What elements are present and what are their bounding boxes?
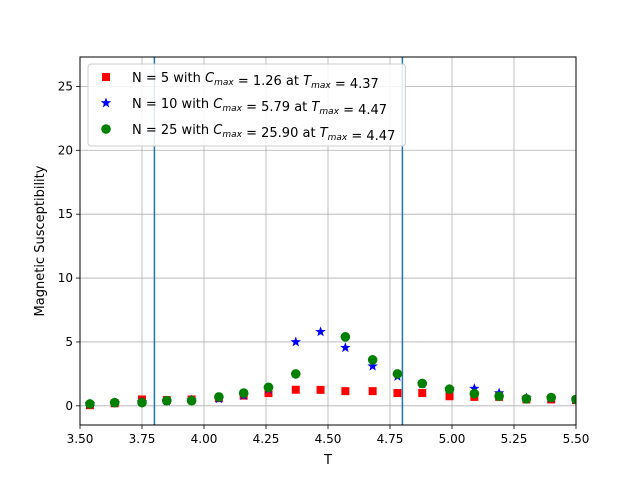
x-tick-label: 3.75 — [129, 432, 156, 446]
y-tick-label: 25 — [58, 79, 73, 93]
data-point — [469, 383, 480, 394]
x-axis-label: T — [323, 453, 332, 468]
data-point — [445, 392, 454, 401]
legend: N = 5 with Cmax = 1.26 at Tmax = 4.37 N =… — [87, 63, 406, 147]
y-axis-label: Magnetic Susceptibility — [33, 165, 48, 316]
data-point — [418, 389, 427, 398]
x-tick-label: 5.00 — [439, 432, 466, 446]
data-point — [444, 384, 455, 395]
data-point — [109, 397, 120, 408]
y-tick-label: 10 — [58, 271, 73, 285]
legend-entry: N = 5 with Cmax = 1.26 at Tmax = 4.37 — [132, 71, 379, 92]
x-tick-label: 4.00 — [191, 432, 218, 446]
axis-ticks: 3.50 3.75 4.00 4.25 4.50 4.75 5.00 5.25 5.50 0 5 10… — [58, 79, 590, 446]
y-tick-label: 0 — [65, 399, 73, 413]
data-point — [162, 395, 172, 406]
legend-marker — [100, 97, 112, 108]
data-point — [263, 382, 274, 393]
x-tick-label: 4.75 — [377, 432, 404, 446]
data-point — [417, 378, 428, 389]
data-point — [238, 388, 249, 398]
data-point — [393, 389, 402, 398]
data-point — [290, 336, 301, 347]
data-series — [84, 326, 576, 410]
data-point — [85, 399, 95, 409]
x-tick-label: 4.25 — [253, 432, 280, 446]
data-point — [290, 369, 301, 379]
x-tick-label: 5.50 — [563, 432, 590, 446]
y-tick-label: 20 — [58, 143, 73, 157]
data-point — [291, 385, 300, 394]
legend-marker — [101, 124, 111, 134]
data-point — [469, 388, 480, 399]
data-point — [340, 332, 351, 342]
y-tick-label: 15 — [58, 207, 73, 221]
legend-entry: N = 10 with Cmax = 5.79 at Tmax = 4.47 — [132, 97, 387, 118]
data-point — [521, 394, 532, 404]
x-tick-label: 3.50 — [67, 432, 94, 446]
data-point — [367, 360, 378, 371]
data-point — [368, 387, 377, 396]
data-point — [186, 395, 197, 406]
data-point — [340, 342, 351, 353]
data-point — [137, 397, 147, 408]
data-point — [367, 355, 378, 365]
data-point — [341, 387, 350, 396]
legend-entry: N = 25 with Cmax = 25.90 at Tmax = 4.47 — [132, 123, 395, 144]
legend-marker — [102, 73, 110, 81]
data-point — [392, 369, 403, 379]
data-point — [264, 389, 273, 398]
data-point — [546, 392, 556, 403]
y-tick-label: 5 — [65, 335, 73, 349]
data-point — [494, 391, 504, 402]
data-point — [214, 392, 224, 402]
data-point — [315, 326, 326, 337]
legend-box — [87, 63, 406, 147]
series-3 — [85, 332, 576, 409]
data-point — [316, 385, 325, 394]
x-tick-label: 5.25 — [501, 432, 528, 446]
x-tick-label: 4.50 — [315, 432, 342, 446]
data-point — [571, 394, 576, 405]
